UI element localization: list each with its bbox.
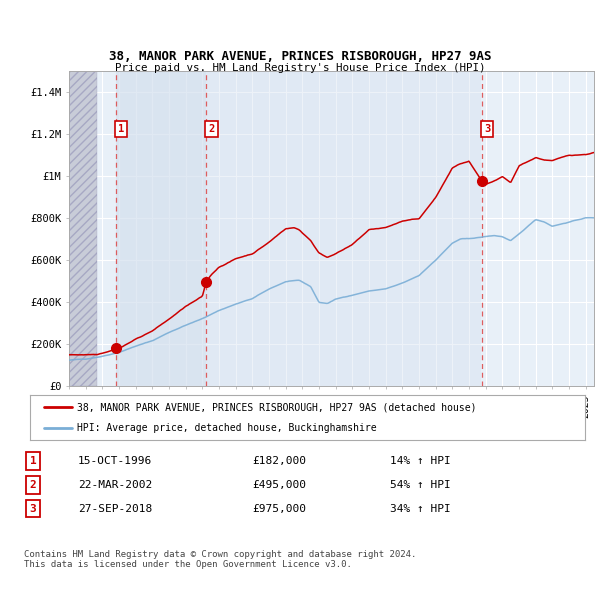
Text: HPI: Average price, detached house, Buckinghamshire: HPI: Average price, detached house, Buck… — [77, 422, 377, 432]
Text: 3: 3 — [29, 504, 37, 513]
Text: £975,000: £975,000 — [252, 504, 306, 513]
Text: 14% ↑ HPI: 14% ↑ HPI — [390, 457, 451, 466]
Text: Contains HM Land Registry data © Crown copyright and database right 2024.
This d: Contains HM Land Registry data © Crown c… — [24, 550, 416, 569]
Text: 27-SEP-2018: 27-SEP-2018 — [78, 504, 152, 513]
Bar — [69, 71, 97, 386]
Text: £495,000: £495,000 — [252, 480, 306, 490]
Text: 2: 2 — [29, 480, 37, 490]
Text: 1: 1 — [29, 457, 37, 466]
Text: Price paid vs. HM Land Registry's House Price Index (HPI): Price paid vs. HM Land Registry's House … — [115, 63, 485, 73]
Text: 38, MANOR PARK AVENUE, PRINCES RISBOROUGH, HP27 9AS (detached house): 38, MANOR PARK AVENUE, PRINCES RISBOROUG… — [77, 402, 476, 412]
Bar — [115, 71, 206, 386]
Text: 1: 1 — [118, 124, 124, 134]
Text: 2: 2 — [209, 124, 215, 134]
Text: £182,000: £182,000 — [252, 457, 306, 466]
Bar — [206, 71, 481, 386]
Text: 3: 3 — [484, 124, 490, 134]
Text: 38, MANOR PARK AVENUE, PRINCES RISBOROUGH, HP27 9AS: 38, MANOR PARK AVENUE, PRINCES RISBOROUG… — [109, 50, 491, 63]
Text: 54% ↑ HPI: 54% ↑ HPI — [390, 480, 451, 490]
Text: 34% ↑ HPI: 34% ↑ HPI — [390, 504, 451, 513]
Text: 15-OCT-1996: 15-OCT-1996 — [78, 457, 152, 466]
Bar — [69, 71, 97, 386]
Text: 22-MAR-2002: 22-MAR-2002 — [78, 480, 152, 490]
